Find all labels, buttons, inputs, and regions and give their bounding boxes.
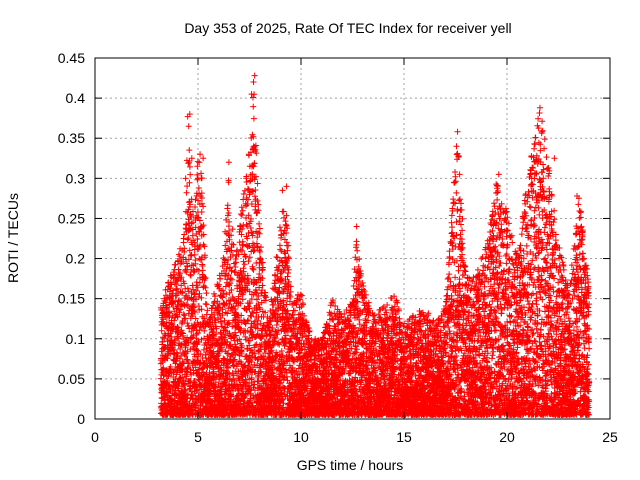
- data-point: [174, 324, 181, 331]
- data-point: [181, 280, 188, 287]
- data-point: [167, 363, 174, 370]
- data-point: [163, 389, 170, 396]
- data-point: [177, 270, 184, 277]
- data-point: [183, 269, 190, 276]
- data-point: [178, 341, 185, 348]
- data-point: [176, 379, 183, 386]
- data-point: [178, 282, 185, 289]
- data-point: [183, 301, 190, 308]
- data-point: [184, 356, 191, 363]
- data-point: [184, 320, 191, 327]
- data-point: [177, 345, 184, 352]
- data-point: [174, 285, 181, 292]
- data-point: [179, 374, 186, 381]
- data-point: [164, 378, 171, 385]
- data-point: [172, 261, 179, 268]
- data-point: [181, 312, 188, 319]
- data-point: [161, 335, 168, 342]
- data-point: [184, 263, 191, 270]
- data-point: [174, 314, 181, 321]
- data-point: [170, 304, 177, 311]
- data-point: [181, 248, 188, 255]
- data-point: [179, 288, 186, 295]
- data-point: [169, 326, 176, 333]
- data-point: [184, 236, 191, 243]
- data-point: [172, 298, 179, 305]
- data-point: [184, 334, 191, 341]
- data-point: [183, 373, 190, 380]
- data-point: [173, 371, 180, 378]
- data-point: [178, 274, 185, 281]
- data-point: [183, 189, 190, 196]
- data-point: [184, 285, 191, 292]
- data-point: [177, 306, 184, 313]
- data-point: [168, 333, 175, 340]
- data-point: [160, 372, 167, 379]
- data-point: [167, 330, 174, 337]
- data-point: [175, 324, 182, 331]
- data-point: [184, 183, 191, 190]
- data-point: [158, 327, 165, 334]
- data-point: [176, 355, 183, 362]
- data-point: [176, 309, 183, 316]
- data-point: [182, 381, 189, 388]
- data-point: [170, 287, 177, 294]
- data-point: [182, 342, 189, 349]
- data-point: [178, 329, 185, 336]
- data-point: [171, 337, 178, 344]
- data-point: [180, 330, 187, 337]
- data-point: [173, 286, 180, 293]
- data-point: [175, 385, 182, 392]
- data-points: [157, 72, 593, 418]
- data-point: [171, 317, 178, 324]
- data-point: [180, 311, 187, 318]
- data-point: [182, 315, 189, 322]
- data-point: [182, 352, 189, 359]
